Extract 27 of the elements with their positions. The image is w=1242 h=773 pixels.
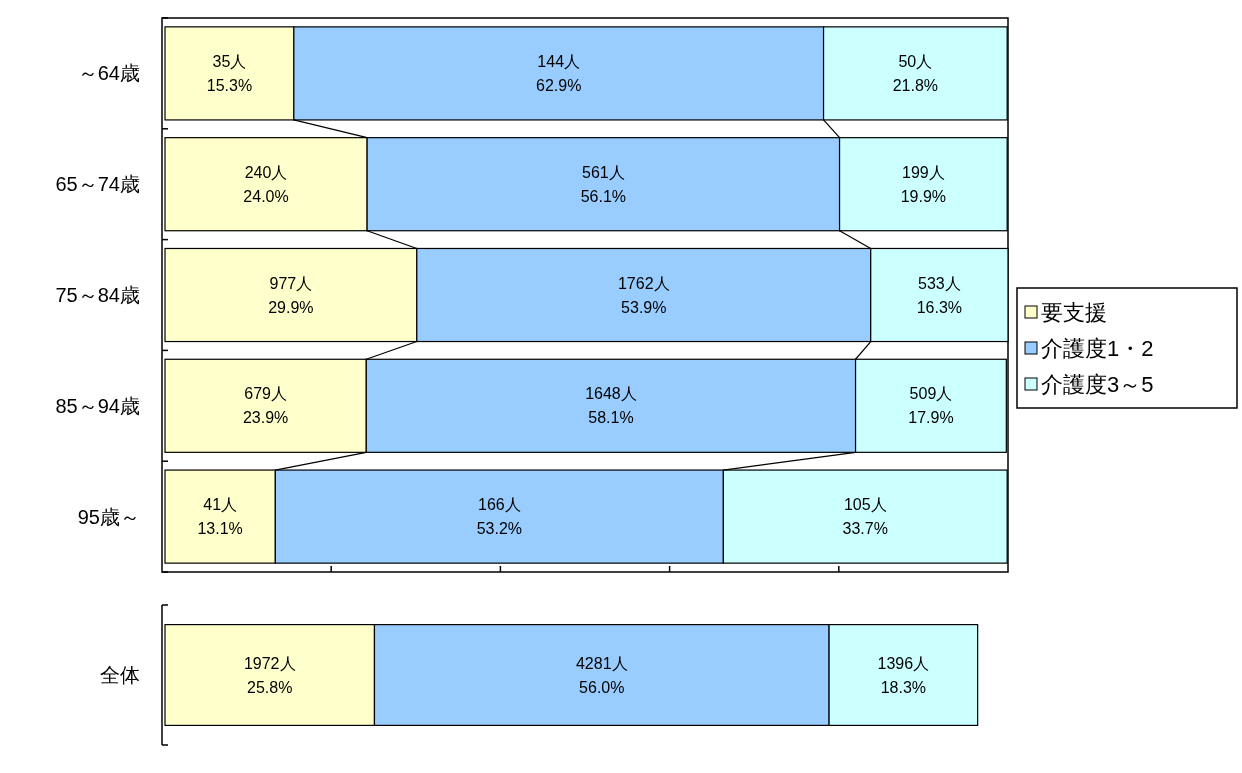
data-label: 679人 23.9% (242, 385, 289, 427)
y-tick-label: ～64歳 (77, 62, 140, 85)
data-label: 50人 21.8% (892, 53, 939, 94)
y-tick-label: 65～74歳 (55, 173, 140, 196)
legend-label: 要支援 (1041, 300, 1107, 325)
data-label: 166人 53.2% (476, 496, 523, 538)
data-label: 1396人 18.3% (877, 654, 930, 696)
data-label: 1648人 58.1% (585, 385, 637, 427)
data-label: 509人 17.9% (908, 385, 954, 427)
data-label: 105人 33.7% (842, 496, 888, 538)
y-tick-label: 95歳～ (77, 505, 140, 528)
y-tick-label: 全体 (100, 664, 140, 686)
data-label: 144人 62.9% (536, 53, 582, 94)
data-label: 561人 56.1% (580, 163, 627, 205)
data-label: 4281人 56.0% (575, 654, 628, 696)
data-label: 977人 29.9% (268, 274, 314, 316)
data-label: 1762人 53.9% (617, 274, 670, 316)
legend-label: 介護度3～5 (1041, 372, 1154, 397)
y-tick-label: 85～94歳 (55, 394, 140, 417)
data-label: 199人 19.9% (900, 163, 947, 205)
data-label: 41人 13.1% (197, 496, 243, 538)
data-label: 240人 24.0% (243, 163, 289, 205)
data-label: 35人 15.3% (206, 53, 253, 94)
y-tick-label: 75～84歳 (55, 284, 140, 306)
data-label: 1972人 25.8% (243, 654, 296, 696)
data-label: 533人 16.3% (916, 274, 963, 316)
legend-label: 介護度1・2 (1041, 336, 1154, 361)
